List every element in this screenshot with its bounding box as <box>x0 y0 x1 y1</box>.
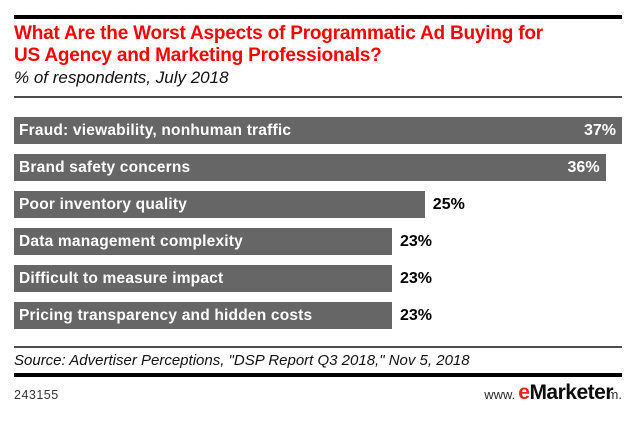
emarketer-logo: www. eMarketer .com <box>484 381 622 405</box>
bar-row: Fraud: viewability, nonhuman traffic 37% <box>14 117 622 144</box>
bar-value: 36% <box>567 158 600 176</box>
chart-card: What Are the Worst Aspects of Programmat… <box>0 15 636 405</box>
bar: Difficult to measure impact <box>14 265 392 292</box>
bar-value: 23% <box>399 232 432 250</box>
bar-row: Brand safety concerns 36% <box>14 154 622 181</box>
bar-value: 23% <box>399 306 432 324</box>
bar-row: Poor inventory quality 25% <box>14 191 622 218</box>
bar-label: Difficult to measure impact <box>19 269 224 287</box>
bar: Brand safety concerns 36% <box>14 154 606 181</box>
bar-label: Poor inventory quality <box>19 195 188 213</box>
bar: Fraud: viewability, nonhuman traffic 37% <box>14 117 622 144</box>
logo-com: .com <box>611 387 622 402</box>
source-divider <box>14 346 622 348</box>
chart-subtitle: % of respondents, July 2018 <box>14 68 229 87</box>
bar-label: Brand safety concerns <box>19 158 191 176</box>
bar-row: Data management complexity 23% <box>14 228 622 255</box>
header-divider <box>14 96 622 98</box>
logo-marketer: Marketer <box>529 381 613 404</box>
source-line: Source: Advertiser Perceptions, "DSP Rep… <box>14 352 470 369</box>
chart-title: What Are the Worst Aspects of Programmat… <box>14 23 543 66</box>
bar-row: Difficult to measure impact 23% <box>14 265 622 292</box>
bar-chart: Fraud: viewability, nonhuman traffic 37% B… <box>14 117 622 329</box>
top-rule <box>14 15 622 19</box>
chart-id: 243155 <box>14 388 59 402</box>
bottom-rule <box>14 373 622 377</box>
logo-e: e <box>518 381 530 404</box>
logo-www: www. <box>484 387 516 402</box>
bar: Poor inventory quality <box>14 191 425 218</box>
bar-label: Fraud: viewability, nonhuman traffic <box>19 121 292 139</box>
bar-label: Pricing transparency and hidden costs <box>19 306 313 324</box>
bar-row: Pricing transparency and hidden costs 23% <box>14 302 622 329</box>
footer-row: 243155 www. eMarketer .com <box>14 381 622 405</box>
bar-label: Data management complexity <box>19 232 243 250</box>
bar-value: 37% <box>583 121 616 139</box>
bar: Pricing transparency and hidden costs <box>14 302 392 329</box>
bar-value: 25% <box>432 195 465 213</box>
bar: Data management complexity <box>14 228 392 255</box>
bar-value: 23% <box>399 269 432 287</box>
logo-wordmark: eMarketer <box>518 381 613 405</box>
